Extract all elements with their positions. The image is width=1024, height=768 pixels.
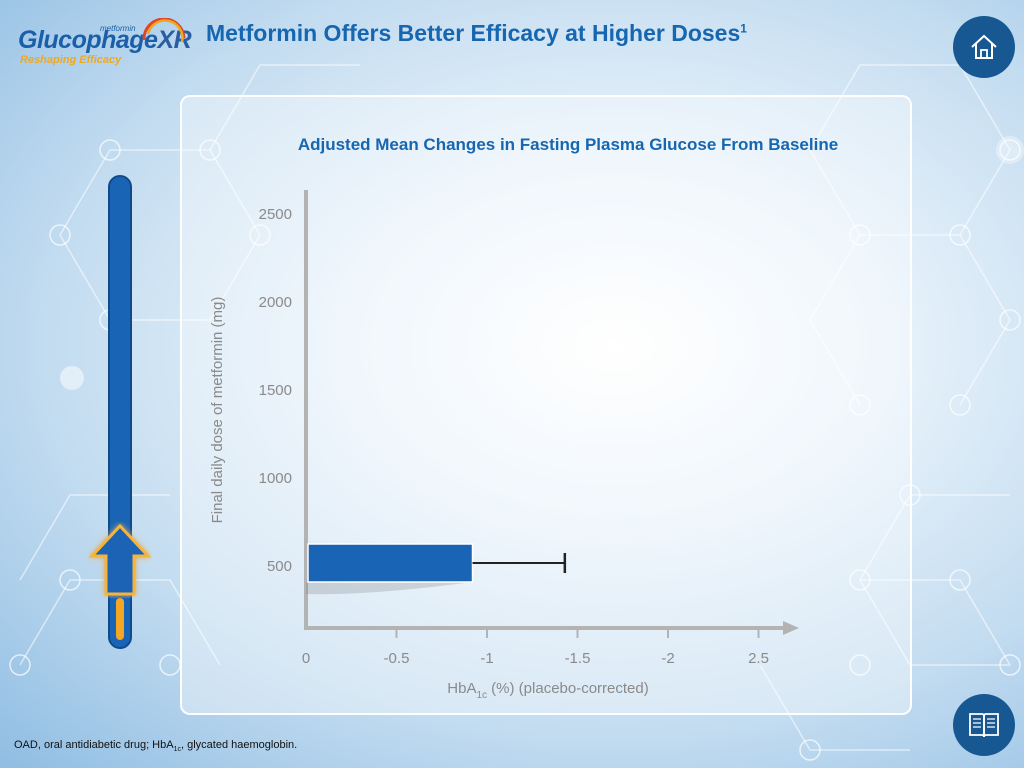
y-tick-label: 2000 (259, 294, 292, 311)
bar (307, 543, 474, 583)
bar-shadow (306, 582, 473, 595)
logo-brand: GlucophageXR (18, 26, 192, 54)
home-button[interactable] (953, 16, 1015, 78)
logo-tagline: Reshaping Efficacy (20, 54, 122, 66)
y-tick-label: 1000 (259, 470, 292, 487)
x-axis-arrow (783, 621, 799, 635)
dose-slider-fill (116, 598, 124, 640)
footnote: OAD, oral antidiabetic drug; HbA1c, glyc… (14, 739, 298, 754)
y-tick-label: 1500 (259, 382, 292, 399)
chart-title: Adjusted Mean Changes in Fasting Plasma … (298, 135, 838, 154)
logo-sub: metformin (100, 24, 136, 33)
x-axis-label: HbA1c (%) (placebo-corrected) (447, 680, 648, 701)
y-tick-label: 500 (267, 558, 292, 575)
dose-slider-handle[interactable] (88, 522, 152, 598)
home-icon (971, 34, 997, 59)
logo-swoosh-icon (142, 18, 186, 43)
y-tick-label: 2500 (259, 206, 292, 223)
glucophage-logo: GlucophageXR metformin Reshaping Efficac… (18, 18, 192, 70)
chart-panel (180, 95, 912, 715)
x-tick-label: 0 (302, 650, 310, 667)
y-axis-label: Final daily dose of metformin (mg) (209, 297, 226, 524)
x-tick-label: -0.5 (384, 650, 410, 667)
x-tick-label: -2 (661, 650, 674, 667)
x-tick-label: 2.5 (748, 650, 769, 667)
x-tick-label: -1.5 (565, 650, 591, 667)
page-title: Metformin Offers Better Efficacy at High… (206, 20, 747, 46)
x-tick-label: -1 (480, 650, 493, 667)
references-button[interactable] (953, 694, 1015, 756)
book-icon (969, 713, 999, 738)
